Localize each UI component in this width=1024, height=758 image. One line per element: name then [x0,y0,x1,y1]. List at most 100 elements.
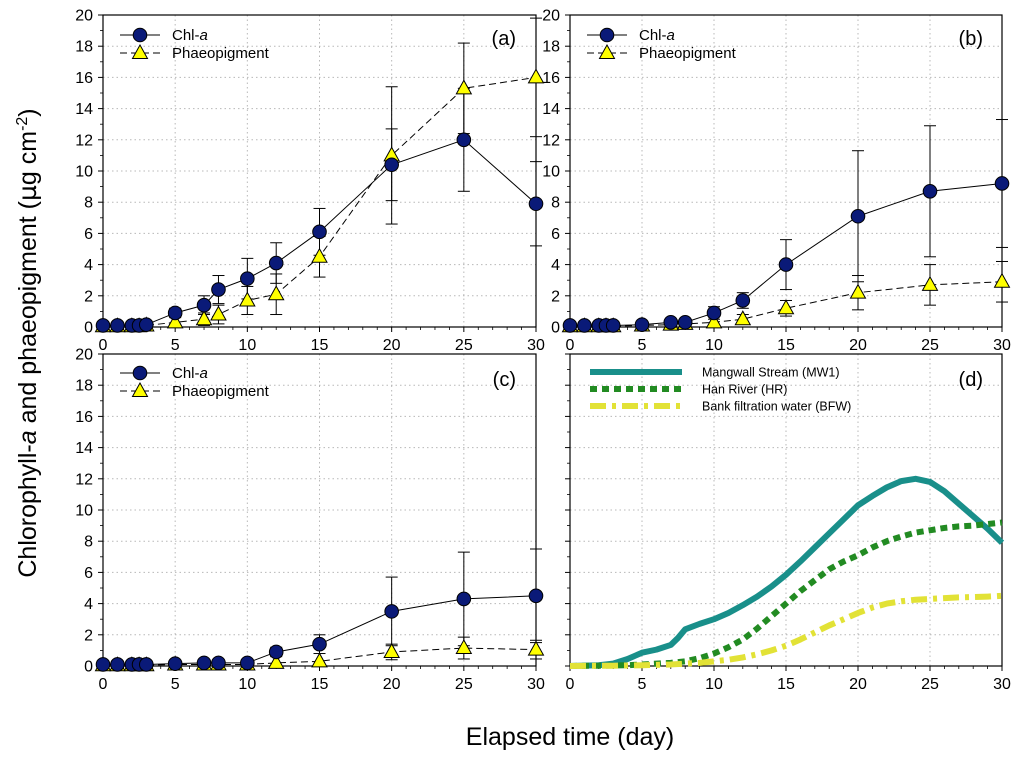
data-point [312,224,327,240]
legend-marker [131,381,149,397]
panel-label: (c) [493,369,516,391]
y-tick-label: 12 [75,132,93,149]
data-point [577,318,592,333]
panel-label: (b) [959,28,983,50]
data-point [921,275,939,291]
x-tick-label: 25 [921,676,939,693]
y-tick-label: 0 [84,659,93,676]
data-point [95,657,111,672]
data-point [268,644,284,660]
x-tick-label: 5 [638,337,647,354]
x-tick-label: 0 [566,676,575,693]
panel-b: 0 5 10 15 20 25 30 0 2 4 6 8 10 12 14 16 18 20 Chl-aPhaeop… [542,8,1011,355]
data-point [211,282,226,297]
legend-marker [132,27,148,43]
x-tick-label: 20 [849,337,867,354]
data-point [383,642,401,658]
y-tick-label: 16 [75,409,93,426]
data-point [268,255,284,271]
data-point [267,285,285,301]
x-tick-label: 20 [383,337,401,354]
x-tick-label: 30 [993,676,1011,693]
y-tick-label: 10 [75,164,93,181]
x-tick-label: 25 [455,337,473,354]
x-tick-label: 0 [566,337,575,354]
y-tick-label: 20 [75,347,93,364]
x-tick-label: 20 [849,676,867,693]
y-tick-label: 4 [84,596,93,613]
y-tick-label: 6 [84,226,93,243]
y-tick-label: 20 [75,8,93,25]
x-tick-label: 0 [99,676,108,693]
data-point [778,257,794,272]
data-point [167,656,183,671]
data-point [663,315,679,330]
series-line [103,647,537,666]
data-point [994,176,1010,191]
y-tick-label: 12 [542,132,560,149]
data-point [167,305,183,321]
legend-label: Phaeopigment [172,383,270,400]
y-tick-label: 18 [75,39,93,56]
x-axis-title: Elapsed time (day) [466,723,674,751]
y-tick-label: 2 [84,627,93,644]
y-tick-label: 16 [542,70,560,87]
data-point [110,657,125,672]
x-tick-label: 10 [238,337,256,354]
data-point [195,310,213,326]
data-point [110,318,125,333]
data-point [196,655,212,671]
data-point [777,299,795,315]
legend-label: Chl-a [639,27,675,44]
x-tick-label: 25 [921,337,939,354]
y-tick-label: 8 [84,534,93,551]
x-tick-label: 10 [705,676,723,693]
data-point [527,68,545,84]
legend-label: Han River (HR) [702,383,787,397]
y-tick-label: 4 [84,257,93,274]
y-tick-label: 0 [84,320,93,337]
data-point [993,272,1011,288]
x-tick-label: 30 [527,337,545,354]
y-tick-label: 18 [542,39,560,56]
data-point [238,291,256,307]
series-curve [569,475,1005,669]
panel-label: (d) [959,369,983,391]
data-point [196,297,212,313]
y-tick-label: 6 [551,226,560,243]
data-point [528,588,544,604]
data-point [677,315,693,330]
legend-label: Chl-a [172,365,208,382]
data-point [166,313,184,329]
data-point [311,652,328,668]
y-tick-label: 14 [542,101,560,118]
x-tick-label: 15 [311,676,329,693]
y-tick-label: 14 [75,440,93,457]
data-point [384,604,399,619]
legend-label: Mangwall Stream (MW1) [702,366,840,380]
x-tick-label: 10 [238,676,256,693]
legend-marker [131,43,149,59]
data-point [456,132,472,148]
data-point [562,318,578,333]
data-point [139,317,154,332]
y-tick-label: 10 [542,164,560,181]
series-line [570,281,1003,327]
data-point [706,305,722,321]
y-tick-label: 8 [551,195,560,212]
data-point [384,157,399,173]
data-point [267,653,285,669]
x-tick-label: 10 [705,337,723,354]
x-tick-label: 0 [99,337,108,354]
x-tick-label: 5 [171,337,180,354]
y-tick-label: 8 [84,195,93,212]
y-tick-label: 16 [75,70,93,87]
legend-marker [132,365,148,381]
x-tick-label: 25 [455,676,473,693]
x-tick-label: 30 [993,337,1011,354]
data-point [139,657,154,672]
data-point [605,318,621,333]
data-point [455,79,473,95]
data-point [95,318,111,333]
y-tick-label: 4 [551,257,560,274]
